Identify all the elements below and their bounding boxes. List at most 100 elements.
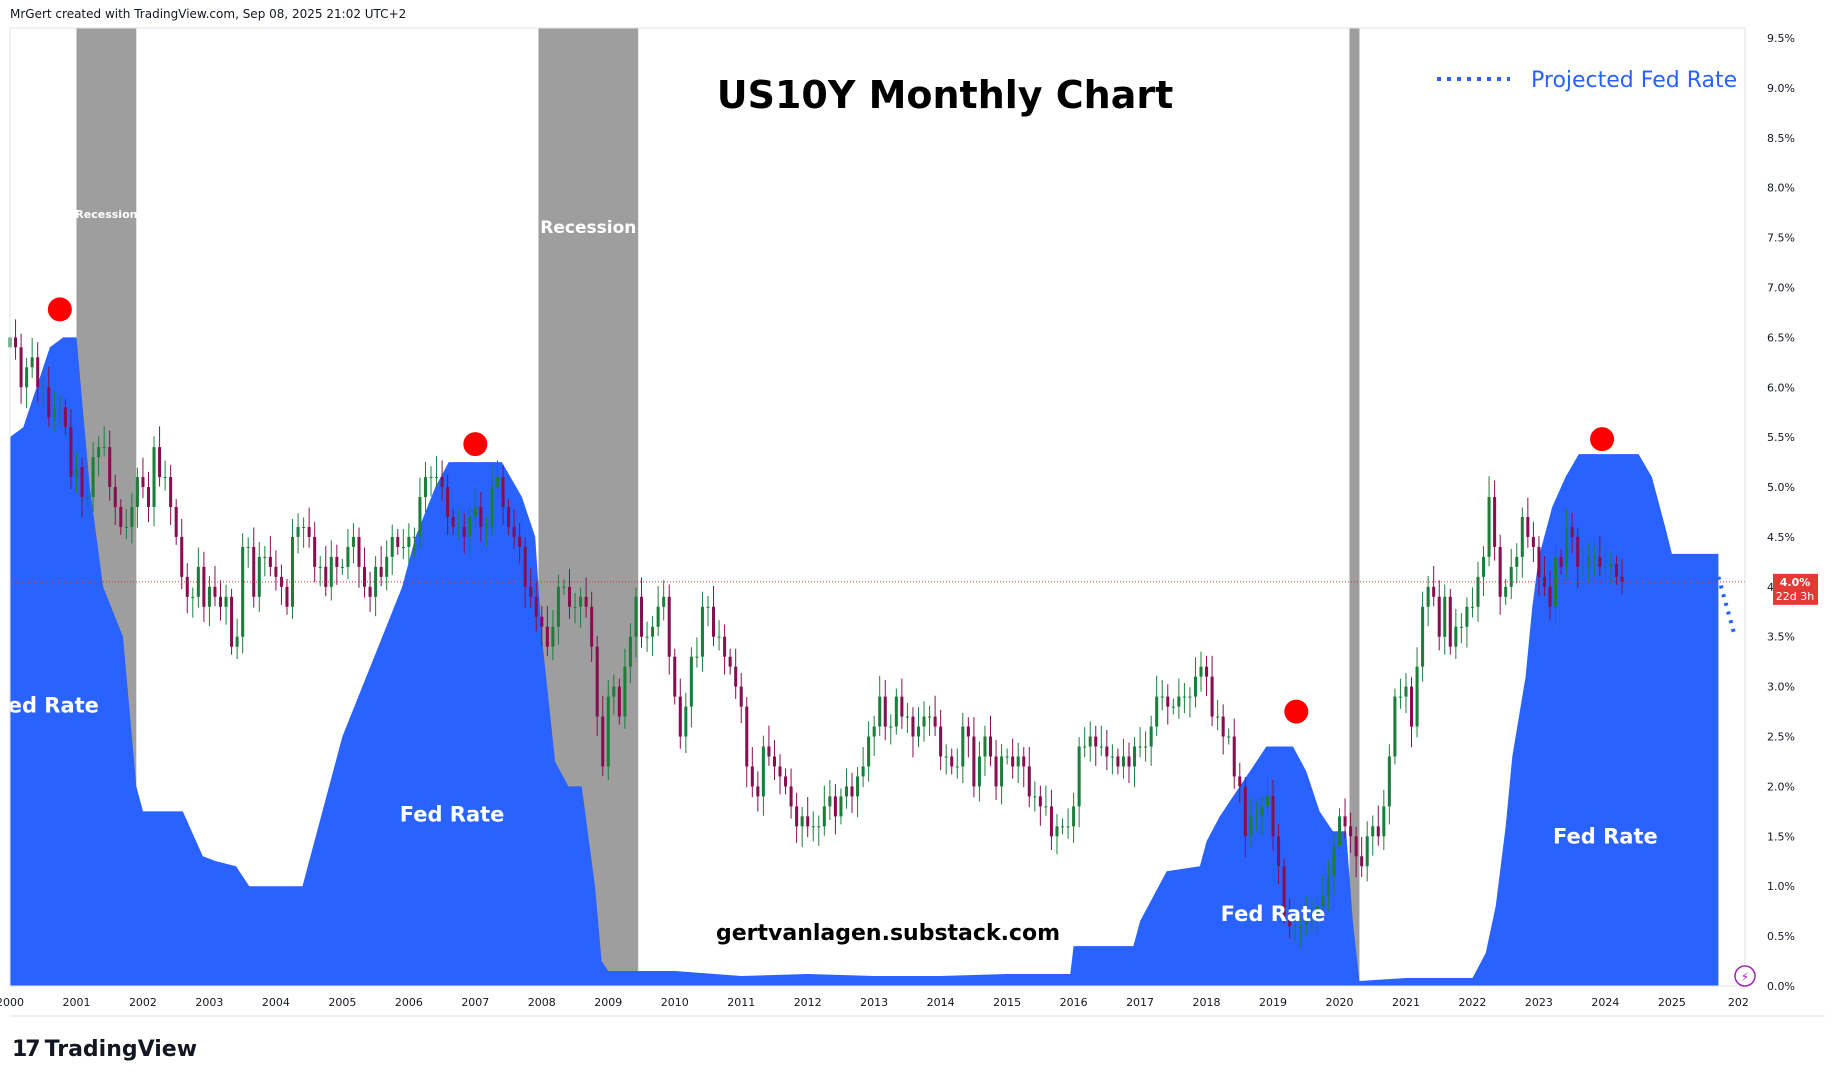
candle-body bbox=[1038, 796, 1042, 807]
candle-body bbox=[695, 656, 699, 658]
candle-body bbox=[363, 566, 367, 587]
candle-body bbox=[1426, 586, 1430, 607]
candle-body bbox=[1265, 796, 1270, 807]
candle-body bbox=[374, 566, 378, 597]
candle-body bbox=[1260, 806, 1264, 817]
candle-body bbox=[883, 696, 887, 727]
candle-body bbox=[556, 586, 560, 627]
candle-body bbox=[47, 387, 51, 418]
candle-body bbox=[268, 556, 272, 567]
candle-body bbox=[86, 497, 90, 499]
candle-body bbox=[811, 826, 815, 828]
candle-body bbox=[1454, 626, 1458, 647]
y-tick-label: 7.0% bbox=[1767, 281, 1795, 294]
candle-body bbox=[1459, 626, 1463, 628]
candle-body bbox=[368, 586, 372, 597]
candle-body bbox=[534, 596, 538, 617]
candle-body bbox=[1210, 676, 1214, 717]
candle-body bbox=[274, 566, 278, 577]
candle-body bbox=[1055, 826, 1059, 837]
candle-body bbox=[80, 467, 84, 498]
candle-body bbox=[518, 536, 522, 547]
candle-body bbox=[1232, 736, 1236, 777]
candle-body bbox=[180, 536, 184, 577]
candle-body bbox=[435, 477, 439, 479]
candle-body bbox=[390, 536, 394, 557]
candle-body bbox=[756, 786, 760, 797]
y-tick-label: 6.0% bbox=[1767, 381, 1795, 394]
candle-body bbox=[889, 726, 893, 728]
x-tick-label: 2017 bbox=[1126, 996, 1154, 1009]
y-tick-label: 1.0% bbox=[1767, 880, 1795, 893]
candle-body bbox=[396, 536, 400, 547]
tradingview-logo-icon: 17 bbox=[12, 1037, 41, 1062]
x-tick-label: 2003 bbox=[195, 996, 223, 1009]
candle-body bbox=[983, 736, 987, 757]
candle-body bbox=[540, 616, 544, 627]
candle-body bbox=[196, 566, 200, 597]
candle-body bbox=[939, 726, 943, 757]
candle-body bbox=[512, 526, 516, 537]
x-tick-label: 2014 bbox=[927, 996, 955, 1009]
x-tick-label: 2004 bbox=[262, 996, 290, 1009]
candle-body bbox=[645, 636, 649, 638]
candle-body bbox=[1282, 866, 1286, 917]
candle-body bbox=[152, 447, 156, 507]
candle-body bbox=[894, 696, 898, 727]
candle-body bbox=[1288, 916, 1292, 927]
candle-body bbox=[1448, 596, 1452, 647]
overlay-layer: Fed Rate Fed Rate Fed Rate Fed Rate bbox=[0, 297, 1745, 926]
candle-body bbox=[1060, 826, 1065, 828]
candle-body bbox=[933, 716, 937, 727]
candle-body bbox=[1271, 796, 1275, 837]
candle-body bbox=[1238, 776, 1242, 787]
candle-body bbox=[772, 756, 776, 767]
candle-body bbox=[529, 586, 533, 597]
candle-body bbox=[856, 776, 860, 797]
candle-body bbox=[944, 756, 948, 758]
candle-body bbox=[1581, 566, 1585, 568]
candle-body bbox=[700, 606, 704, 657]
candle-body bbox=[1005, 756, 1009, 758]
candle-body bbox=[789, 786, 793, 807]
candle-body bbox=[130, 507, 134, 527]
candle-body bbox=[113, 487, 117, 507]
x-tick-label: 2001 bbox=[62, 996, 90, 1009]
legend-label: Projected Fed Rate bbox=[1531, 68, 1737, 93]
candle-body bbox=[750, 766, 754, 787]
x-tick-label: 2012 bbox=[794, 996, 822, 1009]
candle-body bbox=[955, 766, 959, 768]
y-tick-label: 5.0% bbox=[1767, 481, 1795, 494]
candle-body bbox=[1598, 556, 1602, 567]
x-tick-label: 2009 bbox=[594, 996, 622, 1009]
candle-body bbox=[1437, 596, 1441, 637]
candle-body bbox=[1537, 546, 1541, 577]
candle-body bbox=[800, 816, 804, 827]
candle-body bbox=[1249, 816, 1253, 837]
candle-body bbox=[58, 407, 62, 409]
candle-body bbox=[440, 477, 444, 488]
x-tick-label: 202 bbox=[1728, 996, 1749, 1009]
peak-marker bbox=[463, 432, 488, 457]
x-tick-label: 2007 bbox=[461, 996, 489, 1009]
candle-body bbox=[1077, 746, 1081, 807]
candle-body bbox=[1293, 926, 1297, 928]
candle-body bbox=[412, 536, 416, 538]
candle-body bbox=[1171, 706, 1175, 708]
candle-body bbox=[36, 357, 40, 388]
candle-body bbox=[146, 487, 151, 507]
candle-body bbox=[418, 497, 422, 537]
candle-body bbox=[1227, 736, 1231, 738]
candle-body bbox=[634, 596, 638, 637]
candle-body bbox=[1482, 556, 1486, 577]
candle-body bbox=[822, 806, 826, 827]
candle-body bbox=[1520, 516, 1524, 557]
candle-body bbox=[1121, 756, 1125, 767]
candle-body bbox=[91, 457, 95, 498]
candle-body bbox=[1088, 736, 1092, 747]
candle-body bbox=[795, 806, 799, 827]
candle-body bbox=[1193, 676, 1197, 697]
x-tick-label: 2022 bbox=[1458, 996, 1486, 1009]
candle-body bbox=[429, 477, 433, 479]
candle-body bbox=[878, 696, 882, 727]
